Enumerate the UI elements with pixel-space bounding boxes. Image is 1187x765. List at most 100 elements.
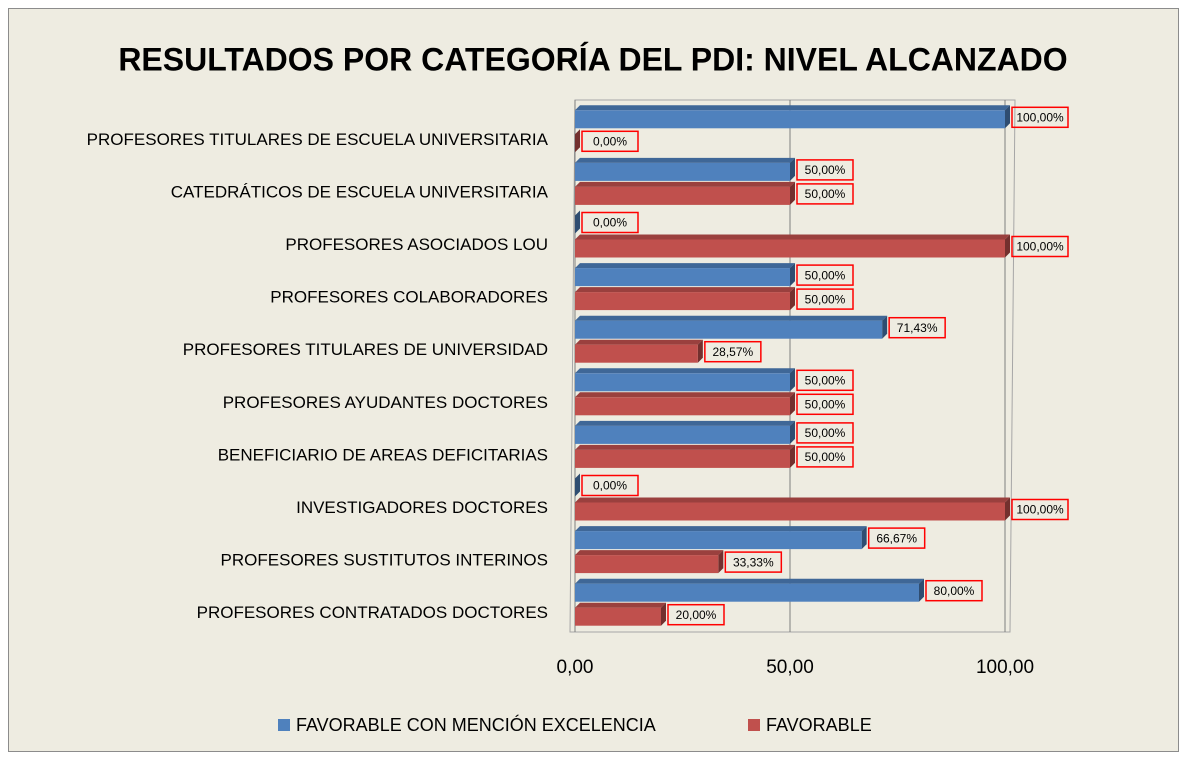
- bar: [575, 373, 790, 392]
- y-tick-label: PROFESORES COLABORADORES: [270, 288, 548, 307]
- bar: [575, 531, 862, 550]
- bar: [575, 607, 661, 626]
- value-label: 50,00%: [805, 426, 846, 440]
- bar: [575, 320, 883, 339]
- value-label-box: [581, 474, 639, 497]
- bar-top: [575, 234, 1010, 240]
- chart-title: RESULTADOS POR CATEGORÍA DEL PDI: NIVEL …: [118, 41, 1067, 77]
- bar-top: [575, 578, 924, 584]
- bar-top: [575, 444, 795, 450]
- bar: [575, 555, 719, 574]
- bar: [575, 162, 790, 181]
- value-label: 28,57%: [712, 345, 753, 359]
- value-label-box: [1011, 106, 1069, 129]
- bar-side: [575, 129, 580, 153]
- bar-side: [790, 368, 795, 392]
- value-label: 0,00%: [593, 216, 627, 230]
- x-tick-label: 100,00: [976, 657, 1034, 678]
- legend-label: FAVORABLE: [766, 715, 872, 735]
- value-label-box: [1011, 235, 1069, 258]
- value-label-box: [796, 446, 854, 468]
- value-label: 71,43%: [897, 321, 938, 335]
- y-tick-label: PROFESORES ASOCIADOS LOU: [285, 235, 548, 254]
- value-label: 50,00%: [805, 268, 846, 282]
- bar: [575, 110, 1005, 129]
- value-label: 0,00%: [593, 134, 627, 148]
- bar: [575, 268, 790, 287]
- bar: [575, 583, 919, 602]
- bar-top: [575, 105, 1010, 111]
- bar-top: [575, 315, 888, 321]
- y-tick-label: CATEDRÁTICOS DE ESCUELA UNIVERSITARIA: [171, 182, 549, 201]
- bar-top: [575, 287, 795, 293]
- y-tick-label: PROFESORES TITULARES DE UNIVERSIDAD: [183, 340, 548, 359]
- bar-side: [790, 263, 795, 287]
- bar-side: [861, 526, 867, 550]
- value-label: 80,00%: [934, 584, 975, 598]
- bar: [575, 292, 790, 311]
- bar: [575, 425, 790, 444]
- value-label: 50,00%: [805, 292, 846, 306]
- value-label-box: [796, 159, 854, 181]
- value-label: 50,00%: [805, 187, 846, 201]
- bar-top: [575, 368, 795, 374]
- x-tick-label: 50,00: [766, 657, 814, 678]
- value-label: 50,00%: [805, 397, 846, 411]
- bar-top: [575, 339, 703, 345]
- bar-side: [661, 602, 666, 626]
- value-label-box: [581, 130, 639, 153]
- value-label-box: [796, 422, 854, 444]
- value-label: 50,00%: [805, 450, 846, 464]
- bar-side: [790, 420, 795, 444]
- value-label: 50,00%: [805, 373, 846, 387]
- bar-side: [1005, 105, 1010, 129]
- bar: [575, 449, 790, 468]
- bar-side: [790, 444, 795, 468]
- bar-side: [790, 392, 795, 416]
- bar-side: [882, 315, 888, 339]
- bar-top: [575, 550, 724, 556]
- bar: [575, 344, 698, 363]
- value-label-box: [724, 551, 783, 573]
- bar-side: [790, 287, 795, 311]
- y-tick-label: PROFESORES TITULARES DE ESCUELA UNIVERSI…: [87, 130, 549, 149]
- x-tick-label: 0,00: [557, 657, 594, 678]
- y-tick-label: INVESTIGADORES DOCTORES: [296, 498, 548, 517]
- bar: [575, 239, 1005, 258]
- value-label-box: [1011, 498, 1069, 521]
- bar-top: [575, 181, 795, 187]
- value-label-box: [667, 603, 725, 626]
- value-label: 20,00%: [676, 608, 717, 622]
- y-tick-label: BENEFICIARIO DE AREAS DEFICITARIAS: [218, 445, 548, 464]
- bar-side: [697, 339, 703, 363]
- bar-top: [575, 157, 795, 163]
- bar-top: [575, 263, 795, 269]
- y-tick-label: PROFESORES SUSTITUTOS INTERINOS: [221, 551, 548, 570]
- value-label: 33,33%: [733, 555, 774, 569]
- bar-side: [919, 578, 924, 602]
- value-label: 50,00%: [805, 163, 846, 177]
- y-tick-label: PROFESORES AYUDANTES DOCTORES: [223, 393, 548, 412]
- bar-side: [575, 210, 580, 234]
- bar-side: [718, 550, 724, 574]
- value-label-box: [796, 369, 854, 392]
- bar: [575, 502, 1005, 521]
- value-label-box: [888, 316, 946, 339]
- value-label: 0,00%: [593, 479, 627, 493]
- bar-side: [575, 473, 580, 497]
- value-label: 100,00%: [1016, 240, 1064, 254]
- bar-side: [1005, 497, 1010, 521]
- bar-top: [575, 420, 795, 426]
- value-label-box: [796, 288, 854, 310]
- value-label-box: [925, 579, 983, 602]
- bar: [575, 186, 790, 205]
- value-label-box: [704, 340, 762, 363]
- bar-top: [575, 497, 1010, 503]
- bar: [575, 397, 790, 416]
- bar-top: [575, 392, 795, 398]
- value-label-box: [867, 527, 926, 549]
- bar-top: [575, 526, 867, 532]
- bar-side: [790, 181, 795, 205]
